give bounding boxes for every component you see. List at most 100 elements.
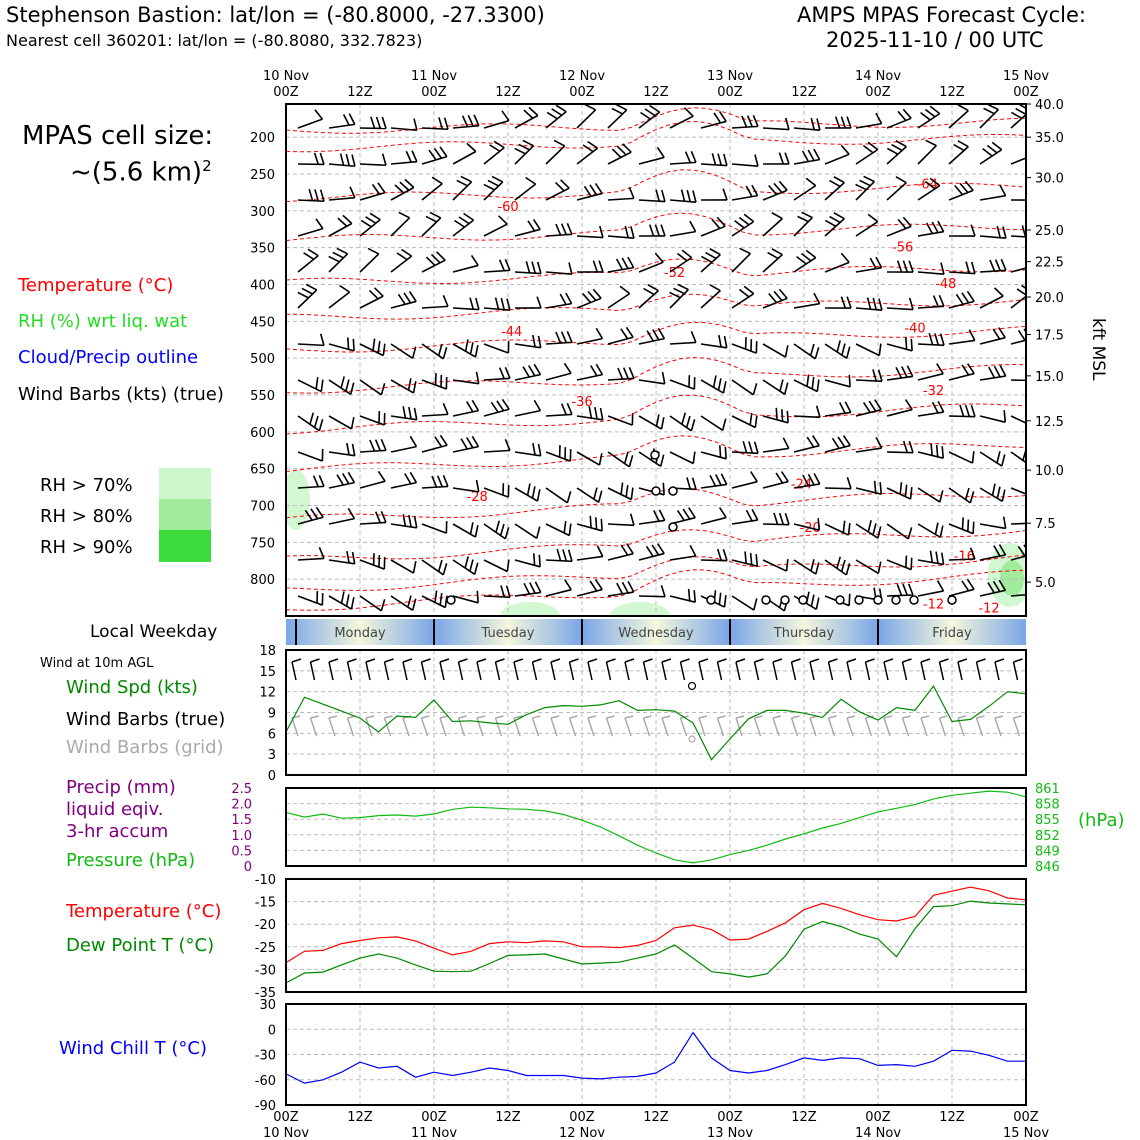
wind-barb-shaft [421,343,444,360]
wind-barb-shaft [483,595,511,599]
wind-barb-flag [840,144,850,155]
wind-barb-flag [902,260,909,273]
wind-barb-flag [349,186,356,199]
wind-barb-flag [685,415,691,428]
wind-barb-flag [470,254,479,266]
wind-barb-flag [783,382,789,395]
wind-barb-flag [677,283,689,291]
wind-barb-flag [935,444,939,457]
bottom-hour-label: 00Z [569,1110,595,1125]
wind-barb-flag [687,588,691,601]
wind-barb-flag [381,116,387,129]
wind-barb-flag [896,260,903,273]
wind-barb-shaft [979,375,1006,381]
true-wind-barb-flag [828,658,838,663]
wind-barb-flag [961,292,970,304]
wind-panel-frame [285,649,1027,776]
wind-barb-shaft [1010,487,1026,495]
wind-barb-shaft [700,483,727,489]
wind-barb-flag [351,443,356,456]
wind-barb-shaft [576,555,603,561]
true-wind-barb-flag [957,658,968,663]
wind-barb-flag [555,331,562,344]
wind-barb-flag [436,251,446,261]
wind-barb-shaft [607,552,634,561]
wind-barb-shaft [576,109,597,129]
true-wind-barb [457,661,464,681]
wind-barb-flag [504,258,511,271]
wind-barb-shaft [855,487,882,495]
wind-barb-flag [716,548,723,561]
wind-barb-flag [681,249,693,259]
wind-barb-flag [546,111,558,120]
wind-barb-flag [874,399,882,411]
wind-barb-flag [987,104,999,111]
wind-barb-shaft [793,217,813,237]
wind-barb-flag [304,509,313,521]
wind-barb-flag [380,599,386,612]
wind-barb-shaft [545,523,570,537]
grid-wind-barb [531,717,540,737]
wind-barb-flag [460,438,468,450]
wind-barb-flag [686,189,691,202]
hpa-tick-label: 350 [250,242,275,257]
wind-barb-flag [475,371,480,384]
legend-wind-barbs: Wind Barbs (kts) (true) [18,384,224,405]
wind-barb-flag [630,226,635,239]
wind-barb-flag [934,333,940,346]
wind-barb-shaft [793,415,821,419]
wind-barb-flag [840,559,846,572]
wind-barb-flag [722,153,728,166]
wind-barb-flag [877,369,883,382]
wind-barb-shaft [917,185,941,201]
wind-barb-shaft [607,292,631,309]
wind-barb-flag [905,337,908,350]
wind-barb-flag [813,292,821,305]
wind-barb-flag [537,443,542,456]
wind-barb-flag [501,110,510,122]
wind-barb-flag [534,581,542,593]
wind-barb-shaft [545,413,573,417]
wind-barb-flag [429,211,442,219]
wind-barb-shaft [886,117,912,129]
wind-barb-shaft [855,221,879,237]
wind-barb-shaft [452,487,479,493]
top-hour-label: 00Z [421,85,447,100]
wind-barb-shaft [700,516,727,525]
wind-barb-flag [374,511,381,524]
wind-barb-flag [394,184,405,194]
wind-barb-flag [778,180,788,191]
wind-barb-flag [551,108,563,116]
weekday-bar: Monday Tuesday Wednesday Thursday Friday [286,619,1026,645]
calm-circle [909,595,919,605]
wind-barb-flag [555,223,562,236]
wind-barb-flag [1001,489,1006,502]
wind-barb-shaft [793,444,820,453]
wind-barb-flag [866,297,872,310]
true-wind-barb-flag [735,658,746,663]
wind-speed-line [285,684,1027,761]
wind-barb-shaft [452,409,479,417]
wind-barb-flag [842,520,846,533]
wind-barb-flag [878,343,882,356]
wind-barb-shaft [1010,593,1026,597]
wind-barb-flag [595,327,604,340]
wind-barb-flag [751,509,759,521]
temp-contour-label: -52 [664,266,685,281]
weekday-segment [286,619,434,645]
wind-barb-flag [345,594,350,607]
wind-barb-flag [752,383,758,396]
wind-barb-shaft [731,194,758,201]
wind-barb-flag [655,189,661,202]
hpa-tick-label: 400 [250,278,275,293]
true-wind-barb [809,661,815,681]
wind-barb-flag [875,112,883,125]
true-wind-barb [938,661,945,681]
wind-barb-flag [411,346,417,359]
bottom-day-label: 13 Nov [707,1126,753,1140]
wind-barb-flag [954,184,964,196]
wind-barb-flag [869,257,877,270]
wind-barb-flag [648,224,655,237]
wind-barb-flag [910,338,913,351]
wind-barb-flag [622,143,632,153]
